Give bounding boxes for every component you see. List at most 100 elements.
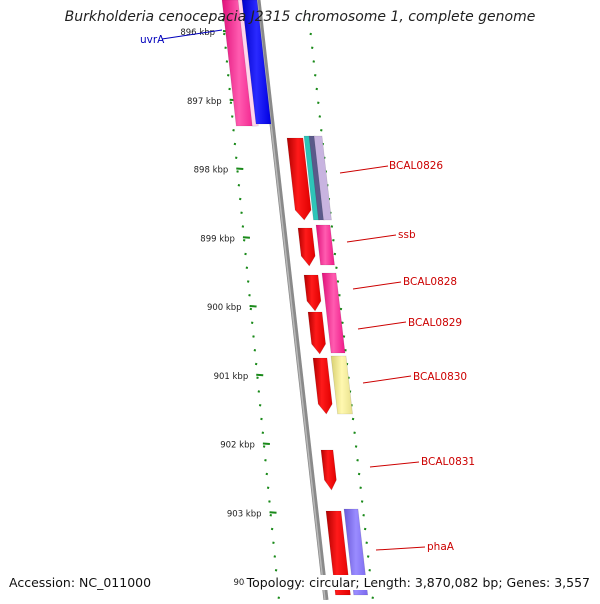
label-leader-line <box>352 281 402 290</box>
inner-tick <box>260 417 263 421</box>
outer-tick <box>339 307 343 311</box>
outer-tick <box>341 321 344 324</box>
gene-label-bcal0831: BCAL0831 <box>421 456 475 468</box>
scale-major-tick <box>256 373 264 377</box>
outer-tick <box>353 431 356 434</box>
inner-tick <box>246 280 250 283</box>
label-leader-line <box>161 29 223 40</box>
scale-label: 896 kbp <box>180 28 215 38</box>
gene-ssb <box>297 227 316 267</box>
outer-tick <box>359 486 362 489</box>
inner-tick <box>249 307 253 311</box>
scale-major-tick <box>242 236 251 239</box>
label-leader-line <box>339 165 389 174</box>
gene-label-uvra: uvrA <box>140 34 165 46</box>
outer-tick <box>314 74 317 77</box>
inner-tick <box>254 362 258 366</box>
inner-tick <box>257 390 261 393</box>
outer-tick <box>330 225 334 228</box>
inner-tick <box>238 197 242 201</box>
outer-tick <box>338 294 341 297</box>
inner-tick <box>228 87 231 91</box>
outer-tick <box>315 87 319 91</box>
outer-tick <box>344 349 347 352</box>
outer-tick <box>366 555 370 558</box>
scale-major-tick <box>262 442 270 445</box>
map-title: Burkholderia cenocepacia J2315 chromosom… <box>64 9 536 25</box>
gene-BCAL0828 <box>303 274 322 312</box>
gene-label-ssb: ssb <box>398 229 416 241</box>
accession-label: Accession: NC_011000 <box>9 575 152 590</box>
label-leader-line <box>357 321 407 330</box>
inner-tick <box>258 404 262 407</box>
outer-tick <box>309 32 312 36</box>
scale-major-tick <box>269 511 277 514</box>
inner-tick <box>232 129 235 132</box>
inner-tick <box>230 115 234 118</box>
outer-tick <box>320 129 323 132</box>
inner-tick <box>242 239 246 242</box>
inner-tick <box>245 266 249 269</box>
inner-tick <box>240 211 243 214</box>
inner-tick <box>223 32 226 36</box>
inner-tick <box>261 431 265 434</box>
label-leader-line <box>369 461 420 468</box>
inner-tick <box>270 527 274 531</box>
feature-BCAL0830-cog <box>330 355 353 415</box>
outer-tick <box>360 500 364 503</box>
feature-BCAL0828-cog <box>321 272 346 354</box>
outer-tick <box>362 514 365 517</box>
gene-label-bcal0829: BCAL0829 <box>408 317 462 329</box>
inner-tick <box>252 335 255 338</box>
outer-tick <box>310 46 314 49</box>
gene-BCAL0830 <box>312 357 333 415</box>
inner-tick <box>266 486 270 489</box>
inner-tick <box>236 170 239 173</box>
gene-BCAL0831 <box>320 449 337 491</box>
inner-tick <box>268 500 271 503</box>
outer-tick <box>317 101 320 104</box>
inner-tick <box>234 156 238 159</box>
scale-label: 897 kbp <box>187 97 222 107</box>
inner-tick <box>229 101 233 104</box>
inner-tick <box>227 74 230 77</box>
feature-BCAL0826-cog-lavender <box>313 135 332 221</box>
feature-phaA-cog <box>343 508 369 596</box>
gene-label-phaa: phaA <box>427 541 455 553</box>
inner-tick <box>253 349 257 352</box>
scale-label: 902 kbp <box>220 441 255 451</box>
backbone-line <box>255 0 329 601</box>
topology-label: Topology: circular; Length: 3,870,082 bp… <box>244 575 590 590</box>
inner-tick <box>264 459 267 462</box>
inner-tick <box>256 376 259 379</box>
inner-tick <box>225 60 229 63</box>
inner-tick <box>274 569 278 572</box>
inner-tick <box>273 555 277 558</box>
gene-label-bcal0828: BCAL0828 <box>403 276 457 288</box>
label-leader-line <box>346 234 397 243</box>
inner-tick <box>233 142 237 146</box>
scale-label: 903 kbp <box>227 509 262 519</box>
gene-BCAL0829 <box>307 311 326 355</box>
outer-tick <box>365 541 368 544</box>
gene-phaA <box>325 510 351 596</box>
outer-tick <box>351 417 355 421</box>
inner-tick <box>272 541 275 544</box>
inner-tick <box>224 46 227 49</box>
outer-tick <box>342 335 346 338</box>
outer-tick <box>356 459 359 462</box>
outer-tick <box>357 472 361 476</box>
inner-tick <box>221 19 225 22</box>
inner-tick <box>241 225 245 228</box>
gene-BCAL0826 <box>286 137 312 221</box>
label-leader-line <box>375 546 426 551</box>
backbone-highlight <box>256 0 326 601</box>
outer-tick <box>307 19 311 22</box>
scale-label: 899 kbp <box>200 234 235 244</box>
scale-label: 898 kbp <box>194 166 229 176</box>
outer-tick <box>363 527 367 531</box>
inner-tick <box>244 252 247 256</box>
gene-label-bcal0830: BCAL0830 <box>413 371 467 383</box>
